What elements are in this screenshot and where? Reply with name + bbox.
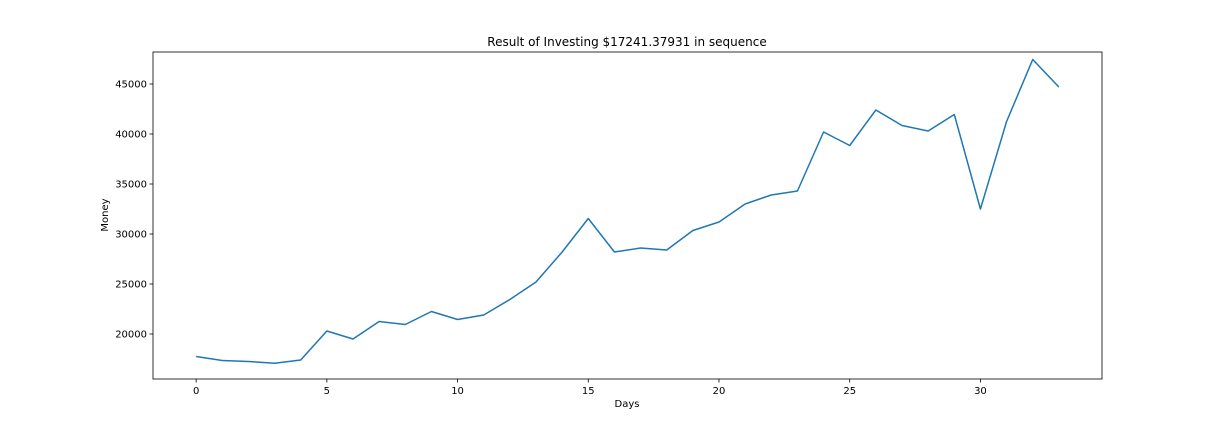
plot-area — [196, 58, 1060, 364]
y-tick-label: 20000 — [115, 330, 147, 341]
y-tick-label: 45000 — [115, 80, 147, 91]
x-axis-label: Days — [615, 399, 640, 410]
x-tick-label: 30 — [974, 386, 987, 397]
y-tick-label: 30000 — [115, 230, 147, 241]
y-axis-label: Money — [100, 198, 111, 231]
y-tick-label: 25000 — [115, 280, 147, 291]
y-axis: 20000 25000 30000 35000 40000 45000 — [115, 80, 153, 341]
x-tick-label: 25 — [843, 386, 856, 397]
series-line-0 — [196, 58, 1060, 364]
x-tick-label: 20 — [713, 386, 726, 397]
y-tick-label: 35000 — [115, 180, 147, 191]
x-tick-label: 5 — [324, 386, 330, 397]
x-tick-label: 10 — [451, 386, 464, 397]
plot-frame — [152, 51, 1103, 380]
y-tick-label: 40000 — [115, 130, 147, 141]
x-axis: 0 5 10 15 20 25 30 — [193, 379, 987, 397]
chart-title: Result of Investing $17241.37931 in sequ… — [487, 35, 766, 49]
x-tick-label: 15 — [582, 386, 595, 397]
x-tick-label: 0 — [193, 386, 199, 397]
